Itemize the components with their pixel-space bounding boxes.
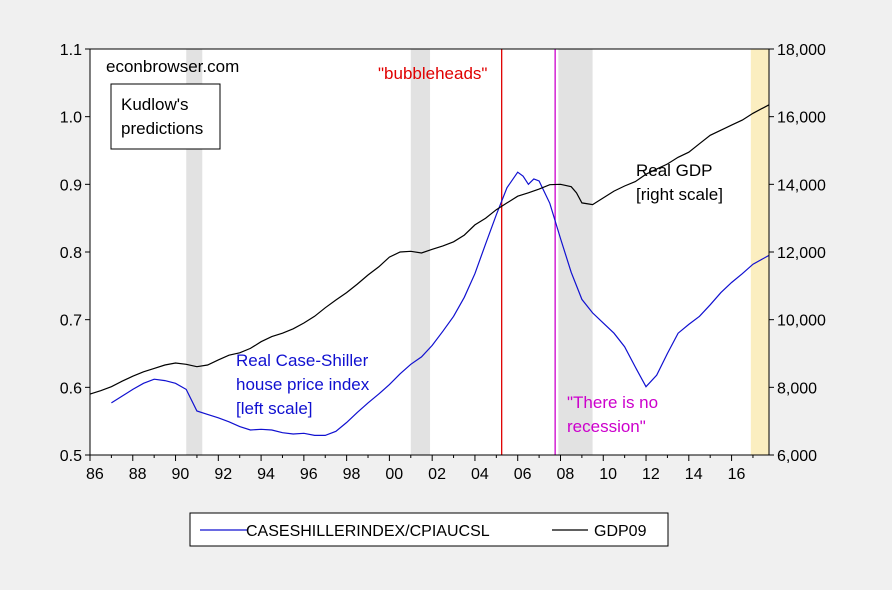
shaded-band xyxy=(750,49,769,455)
kudlow-box xyxy=(110,83,221,150)
no-recession-label-line2: recession" xyxy=(567,417,646,436)
x-tick-label: 96 xyxy=(300,466,318,483)
cs-series-label-line2: house price index xyxy=(236,375,370,394)
y-right-tick-label: 8,000 xyxy=(777,380,817,397)
y-right-tick-label: 6,000 xyxy=(777,448,817,465)
x-axis: 86 88 90 92 94 96 98 00 02 04 06 08 10 12 14 16 xyxy=(86,455,754,483)
kudlow-box-line2: predictions xyxy=(121,119,203,138)
legend-box xyxy=(189,512,669,547)
x-tick-label: 94 xyxy=(257,466,275,483)
x-tick-label: 08 xyxy=(556,466,574,483)
y-left-tick-label: 1.1 xyxy=(60,42,82,59)
x-tick-label: 14 xyxy=(685,466,703,483)
series-line-case-shiller xyxy=(111,171,770,436)
no-recession-label-line1: "There is no xyxy=(567,393,658,412)
y-right-tick-label: 14,000 xyxy=(777,177,826,194)
y-left-tick-label: 0.9 xyxy=(60,177,82,194)
x-tick-label: 04 xyxy=(471,466,489,483)
gdp-series-label-line2: [right scale] xyxy=(636,185,723,204)
x-tick-label: 10 xyxy=(599,466,617,483)
cs-series-label-line1: Real Case-Shiller xyxy=(236,351,369,370)
x-tick-label: 02 xyxy=(428,466,446,483)
y-left-tick-label: 0.7 xyxy=(60,313,82,330)
y-left-tick-label: 0.8 xyxy=(60,245,82,262)
y-axis-left: 0.5 0.6 0.7 0.8 0.9 1.0 1.1 xyxy=(60,42,90,465)
recession-band xyxy=(186,49,203,455)
gdp-series-label-line1: Real GDP xyxy=(636,161,713,180)
kudlow-box-line1: Kudlow's xyxy=(121,95,189,114)
legend-label-gdp: GDP09 xyxy=(594,523,647,540)
bubbleheads-label: "bubbleheads" xyxy=(378,64,487,83)
x-tick-label: 98 xyxy=(343,466,361,483)
x-tick-label: 92 xyxy=(214,466,232,483)
y-axis-right: 6,000 8,000 10,000 12,000 14,000 16,000 18,000 xyxy=(769,42,826,465)
series-line-gdp xyxy=(89,104,770,395)
recession-band xyxy=(558,49,593,455)
y-right-tick-label: 12,000 xyxy=(777,245,826,262)
y-right-tick-label: 16,000 xyxy=(777,110,826,127)
y-left-tick-label: 1.0 xyxy=(60,110,82,127)
x-tick-label: 86 xyxy=(86,466,104,483)
x-tick-label: 90 xyxy=(172,466,190,483)
x-tick-label: 16 xyxy=(728,466,746,483)
x-tick-label: 00 xyxy=(385,466,403,483)
y-right-tick-label: 10,000 xyxy=(777,313,826,330)
y-right-tick-label: 18,000 xyxy=(777,42,826,59)
y-left-tick-label: 0.5 xyxy=(60,448,82,465)
x-tick-label: 88 xyxy=(129,466,147,483)
series-layer xyxy=(89,104,770,436)
vline-layer xyxy=(501,49,556,455)
source-label: econbrowser.com xyxy=(106,57,239,76)
cs-series-label-line3: [left scale] xyxy=(236,399,313,418)
x-tick-label: 06 xyxy=(514,466,532,483)
y-left-tick-label: 0.6 xyxy=(60,380,82,397)
legend: CASESHILLERINDEX/CPIAUCSL GDP09 xyxy=(189,512,669,547)
x-tick-label: 12 xyxy=(642,466,660,483)
legend-label-cs: CASESHILLERINDEX/CPIAUCSL xyxy=(246,523,490,540)
